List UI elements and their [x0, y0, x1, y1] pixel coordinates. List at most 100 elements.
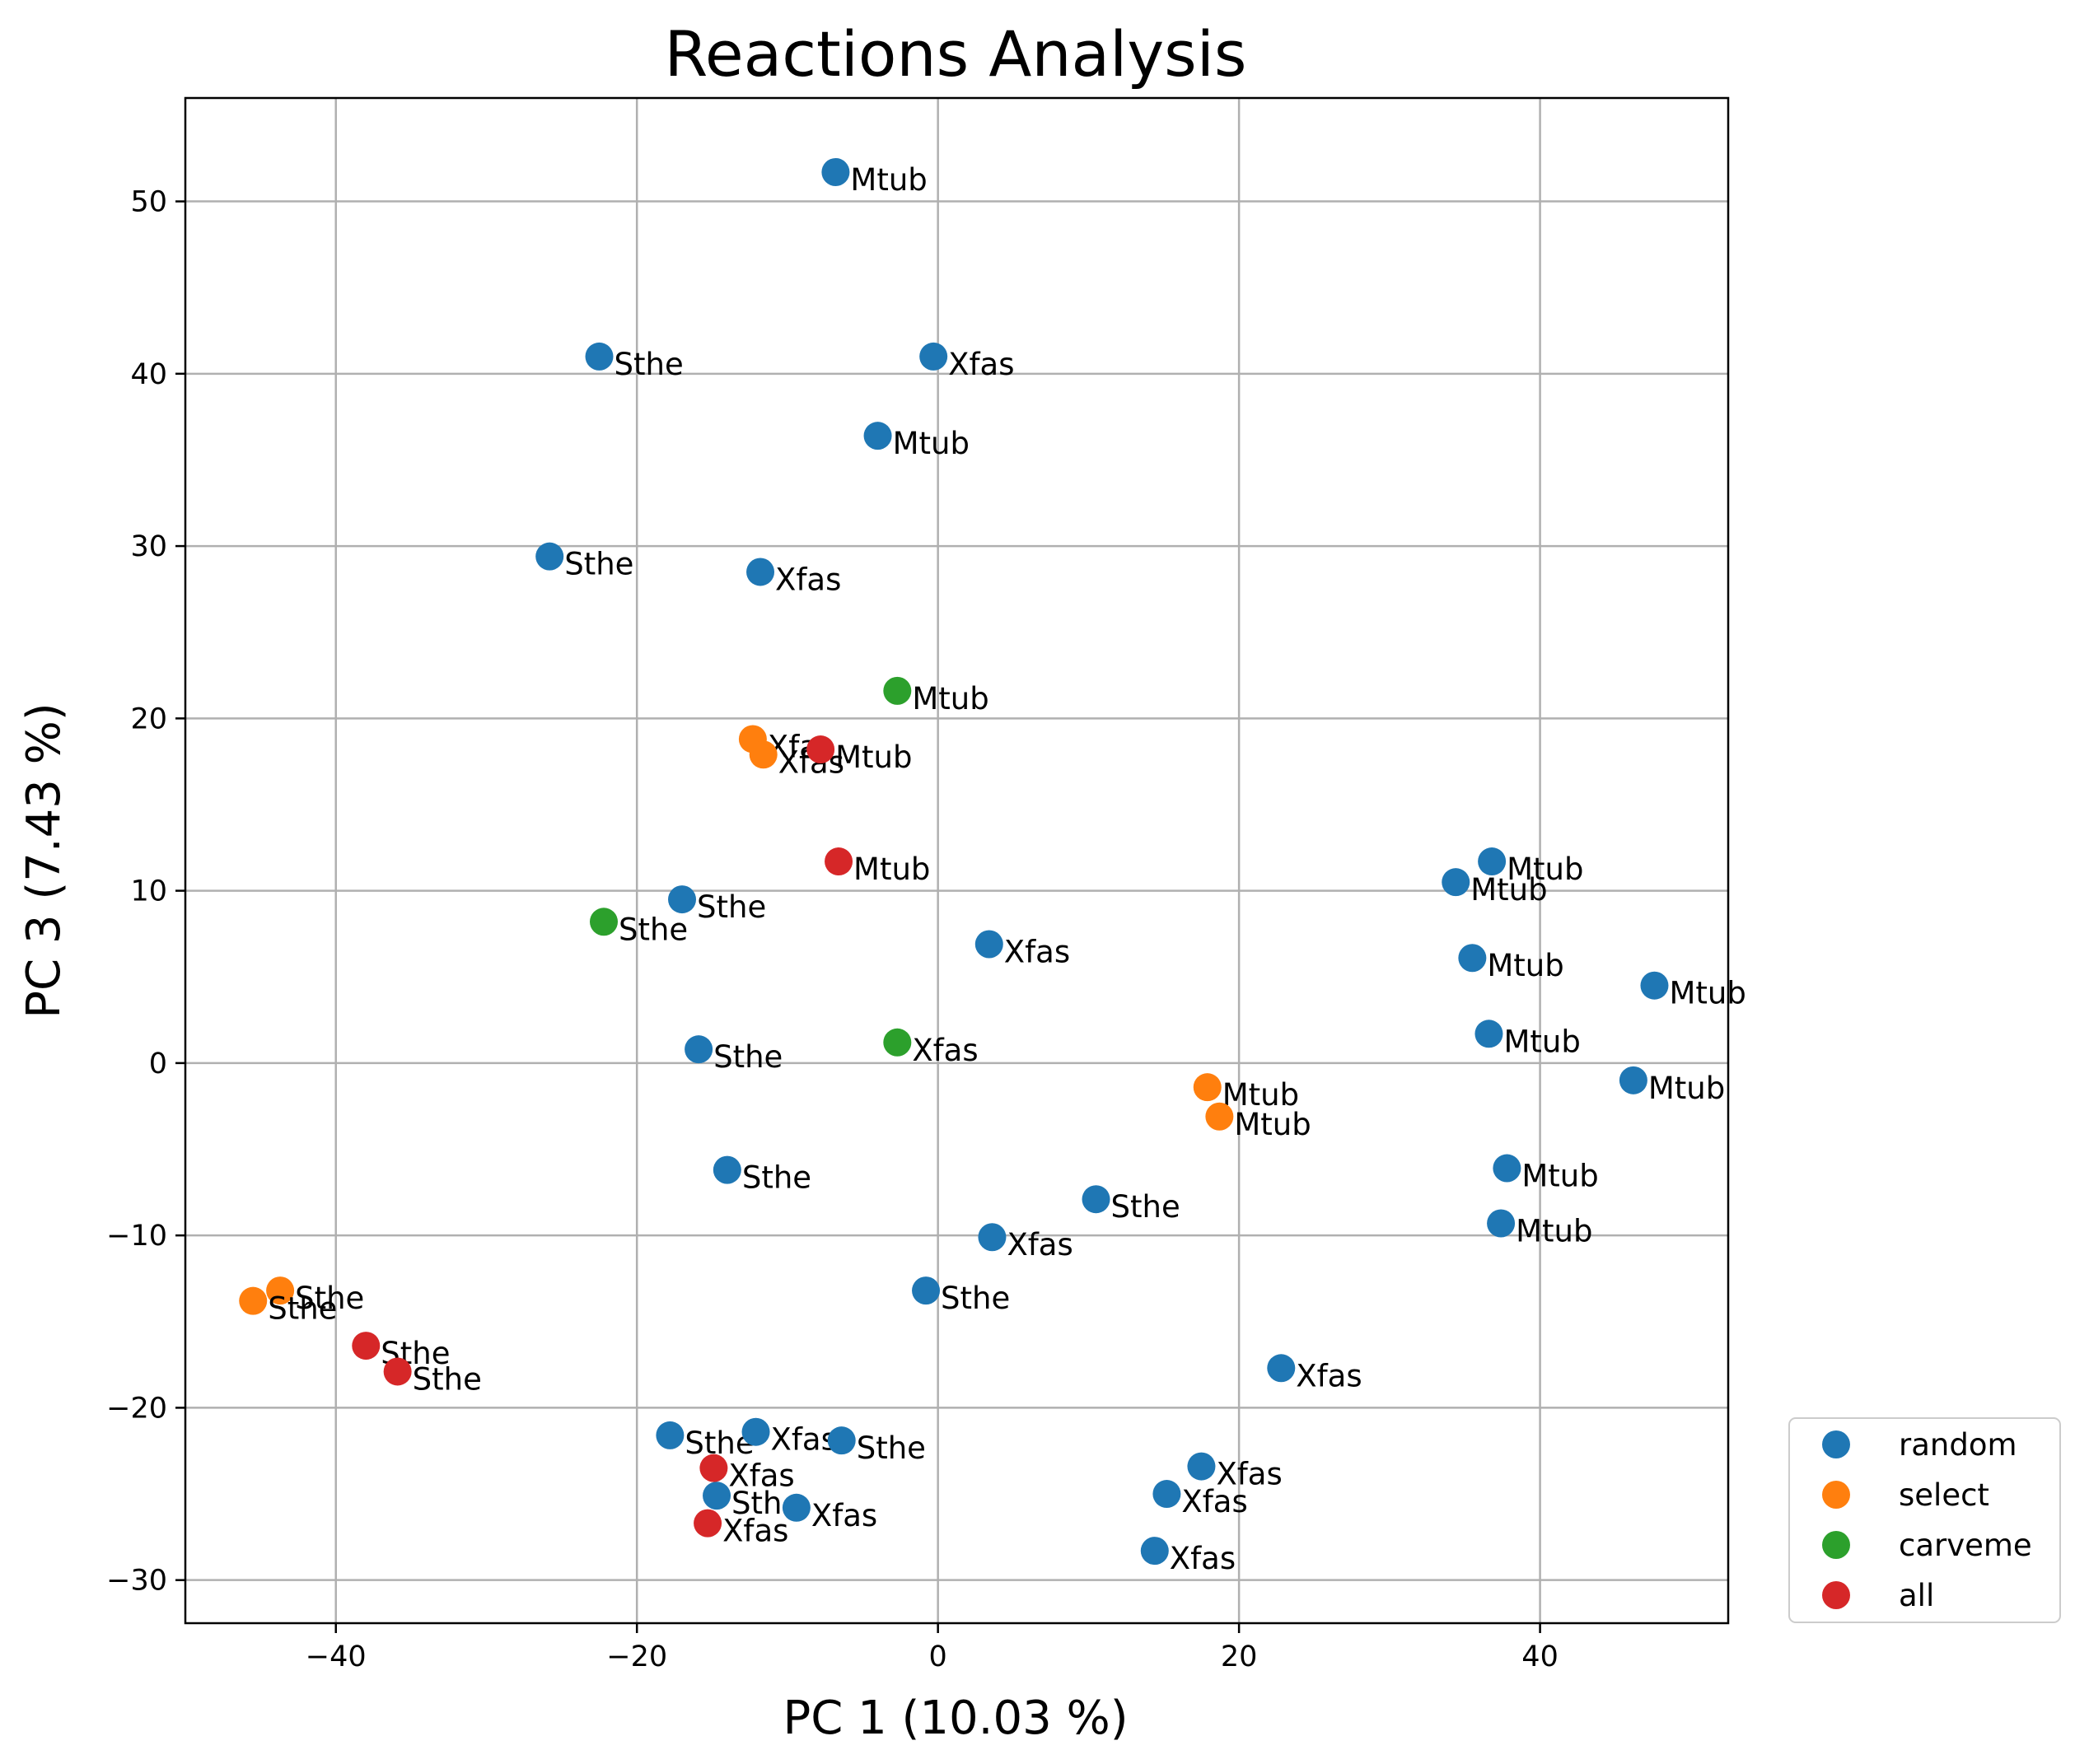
data-point	[266, 1276, 295, 1305]
data-point	[668, 885, 697, 914]
y-axis-label: PC 3 (7.43 %)	[17, 702, 71, 1019]
point-label: Xfas	[775, 562, 841, 597]
x-tick-label: 0	[929, 1640, 947, 1673]
point-label: Mtub	[835, 740, 912, 775]
point-label: Sthe	[742, 1160, 811, 1196]
grid	[185, 98, 1728, 1623]
y-tick-label: 0	[149, 1048, 167, 1080]
legend-item-random: random	[1822, 1427, 2017, 1463]
data-point	[1442, 868, 1470, 897]
point-label: Sthe	[697, 889, 766, 925]
point-label: Sthe	[941, 1281, 1010, 1316]
point-label: Mtub	[1503, 1024, 1580, 1059]
data-point	[585, 342, 614, 371]
legend-marker	[1822, 1581, 1850, 1609]
data-point	[825, 847, 853, 876]
legend-marker	[1822, 1430, 1850, 1458]
axis-ticks: −40 −20 0 20 40 −30 −20 −10 0 10 20 30 40 50	[106, 186, 1559, 1673]
point-label: Xfas	[811, 1498, 877, 1533]
data-point	[239, 1286, 268, 1315]
series-carveme: Mtub Sthe Xfas	[589, 676, 989, 1068]
legend-label: carveme	[1899, 1528, 2032, 1563]
point-label: Mtub	[1521, 1159, 1598, 1194]
chart-title: Reactions Analysis	[665, 17, 1247, 91]
point-label: Xfas	[1007, 1227, 1073, 1262]
data-point	[912, 1276, 941, 1305]
data-point	[806, 735, 835, 764]
data-point	[1082, 1185, 1110, 1214]
point-label: Mtub	[1507, 852, 1583, 887]
data-point	[1267, 1354, 1296, 1383]
y-tick-label: −10	[106, 1220, 167, 1253]
point-label: Mtub	[1222, 1077, 1299, 1113]
data-point	[1619, 1066, 1647, 1094]
data-point	[352, 1332, 381, 1360]
point-label: Sthe	[1111, 1189, 1180, 1225]
x-tick-label: −20	[606, 1640, 667, 1673]
legend-label: random	[1899, 1427, 2017, 1463]
point-label: Mtub	[1487, 948, 1563, 983]
data-point	[1140, 1537, 1169, 1566]
data-point	[827, 1426, 856, 1455]
point-label: Xfas	[1170, 1541, 1236, 1576]
y-tick-label: 30	[130, 530, 167, 563]
data-point	[1193, 1073, 1222, 1102]
data-point	[883, 676, 912, 705]
point-label: Xfas	[771, 1422, 837, 1458]
data-point	[1640, 971, 1669, 1000]
point-label: Xfas	[1296, 1358, 1362, 1393]
point-label: Sthe	[619, 912, 688, 947]
point-label: Mtub	[1648, 1071, 1725, 1106]
legend-item-carveme: carveme	[1822, 1528, 2032, 1563]
legend-marker	[1822, 1531, 1850, 1559]
data-point	[656, 1421, 685, 1449]
legend-label: all	[1899, 1578, 1934, 1613]
data-point	[741, 1417, 770, 1446]
point-label: Sthe	[713, 1039, 783, 1075]
point-label: Xfas	[1216, 1457, 1282, 1492]
data-point	[821, 157, 850, 186]
point-label: Xfas	[948, 347, 1014, 382]
legend-item-all: all	[1822, 1578, 1934, 1613]
data-point	[782, 1493, 811, 1522]
data-point	[749, 740, 778, 769]
data-point	[685, 1035, 713, 1064]
x-tick-label: −40	[306, 1640, 367, 1673]
series-random: Mtub Sthe Xfas Mtub Sthe Xfas Sthe Xfas Sthe Sthe…	[535, 157, 1746, 1576]
point-label: Mtub	[912, 681, 988, 716]
point-label: Mtub	[850, 162, 927, 198]
point-label: Sthe	[295, 1281, 364, 1316]
point-label: Sthe	[413, 1361, 482, 1397]
point-label: Sthe	[615, 347, 684, 382]
data-point	[694, 1509, 722, 1538]
x-tick-label: 20	[1221, 1640, 1258, 1673]
y-tick-label: 20	[130, 702, 167, 735]
x-axis-label: PC 1 (10.03 %)	[783, 1692, 1128, 1745]
data-point	[383, 1357, 412, 1386]
data-point	[1474, 1020, 1503, 1048]
data-point	[535, 542, 564, 571]
data-point	[713, 1155, 741, 1184]
data-point	[978, 1223, 1007, 1252]
data-point	[1205, 1102, 1234, 1131]
point-label: Mtub	[1669, 976, 1746, 1011]
point-label: Mtub	[1234, 1107, 1311, 1142]
data-point	[883, 1028, 912, 1057]
point-label: Xfas	[722, 1514, 788, 1549]
y-tick-label: −30	[106, 1565, 167, 1598]
data-point	[1493, 1154, 1521, 1183]
data-point	[703, 1482, 731, 1510]
point-label: Xfas	[1181, 1484, 1247, 1519]
legend: random select carveme all	[1788, 1417, 2061, 1623]
point-label: Mtub	[893, 426, 970, 461]
data-point	[1187, 1452, 1216, 1481]
legend-marker	[1822, 1481, 1850, 1509]
point-label: Xfas	[728, 1458, 794, 1494]
point-label: Sthe	[268, 1291, 337, 1327]
data-point	[746, 558, 775, 586]
data-point	[974, 930, 1003, 959]
